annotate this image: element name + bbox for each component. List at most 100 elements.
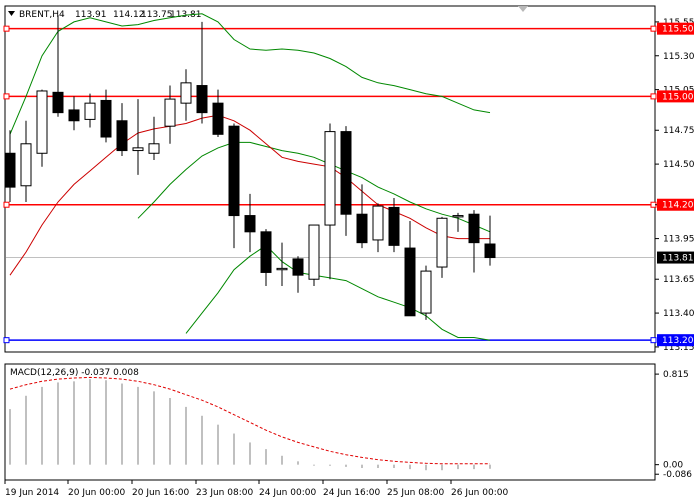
- price-tick-label: 115.30: [663, 52, 695, 62]
- candle: [52, 15, 64, 117]
- candle: [340, 126, 352, 236]
- bear-candle-body: [228, 125, 240, 217]
- level-handle: [3, 25, 10, 32]
- candle: [212, 89, 224, 138]
- candle: [20, 120, 32, 203]
- candle: [4, 130, 16, 203]
- macd-histogram-bar: [185, 406, 187, 465]
- price-tick-label: 113.15: [663, 343, 695, 353]
- bull-candle-body: [36, 90, 48, 154]
- level-handle: [650, 93, 657, 100]
- time-axis-label: 24 Jun 16:00: [323, 488, 380, 498]
- macd-histogram-bar: [105, 380, 107, 465]
- candle: [228, 123, 240, 249]
- time-axis-label: 19 Jun 2014: [5, 488, 59, 498]
- bull-candle-body: [420, 270, 432, 314]
- price-tick-label: 113.65: [663, 275, 695, 285]
- bull-candle-body: [308, 224, 320, 280]
- macd-histogram-bar: [89, 379, 91, 465]
- chart-shift-icon[interactable]: [518, 6, 528, 12]
- bull-candle-body: [436, 217, 448, 268]
- chart-menu-triangle-icon[interactable]: [8, 11, 15, 16]
- bull-candle-body: [20, 143, 32, 187]
- bull-candle-body: [84, 102, 96, 120]
- bull-candle-body: [372, 205, 384, 241]
- bear-candle-body: [212, 102, 224, 135]
- candle: [452, 212, 464, 232]
- macd-histogram-bar: [41, 386, 43, 465]
- price-tick-label: 113.40: [663, 309, 695, 319]
- level-handle: [3, 93, 10, 100]
- level-price-label: 114.20: [662, 201, 694, 211]
- bull-candle-body: [452, 215, 464, 218]
- candle: [100, 89, 112, 143]
- bull-candle-body: [276, 267, 288, 271]
- macd-histogram-bar: [25, 395, 27, 465]
- bear-candle-body: [356, 213, 368, 244]
- candle: [404, 220, 416, 317]
- moving-average-series: [9, 114, 490, 276]
- bollinger-middle-series: [137, 141, 491, 233]
- bear-candle-body: [404, 247, 416, 317]
- macd-histogram-bar: [137, 386, 139, 465]
- macd-histogram-bar: [361, 464, 363, 468]
- bear-candle-body: [196, 85, 208, 114]
- bull-candle-body: [324, 131, 336, 226]
- candle: [308, 224, 320, 286]
- candle: [180, 69, 192, 121]
- macd-histogram-bar: [169, 398, 171, 465]
- macd-histogram-bar: [9, 409, 11, 465]
- candle: [68, 96, 80, 131]
- bear-candle-body: [388, 206, 400, 246]
- bear-candle-body: [52, 91, 64, 114]
- candle: [356, 184, 368, 249]
- macd-histogram-bar: [473, 464, 475, 470]
- bollinger-upper-series: [9, 13, 491, 135]
- macd-histogram-bar: [409, 464, 411, 470]
- macd-histogram-bar: [121, 383, 123, 465]
- macd-histogram-bar: [57, 382, 59, 465]
- candle: [276, 242, 288, 286]
- bear-candle-body: [244, 215, 256, 233]
- candle: [132, 99, 144, 175]
- level-price-label: 115.50: [662, 25, 694, 35]
- macd-histogram-bar: [313, 464, 315, 466]
- bollinger-lower-series: [185, 244, 491, 341]
- candle: [388, 197, 400, 253]
- macd-tick-label: 0.00: [663, 461, 683, 471]
- price-tick-label: 114.75: [663, 126, 695, 136]
- candle: [116, 103, 128, 156]
- level-price-tag: [657, 90, 694, 103]
- macd-histogram-bar: [201, 415, 203, 465]
- macd-panel: [4, 363, 656, 481]
- time-axis-label: 23 Jun 08:00: [196, 488, 253, 498]
- macd-histogram-bar: [249, 442, 251, 465]
- candle: [324, 123, 336, 280]
- current-price-tag: [657, 251, 694, 264]
- bear-candle-body: [116, 120, 128, 152]
- time-axis-label: 20 Jun 16:00: [132, 488, 189, 498]
- candle: [484, 215, 496, 266]
- level-price-label: 115.00: [662, 92, 694, 102]
- candle: [260, 229, 272, 286]
- bear-candle-body: [100, 99, 112, 138]
- candle: [36, 89, 48, 167]
- current-price-label: 113.81: [662, 254, 694, 264]
- macd-histogram-bar: [457, 464, 459, 470]
- macd-tick-label: -0.086: [663, 470, 692, 480]
- macd-histogram-bar: [329, 464, 331, 466]
- level-handle: [650, 337, 657, 344]
- candle: [164, 85, 176, 144]
- macd-histogram-bar: [393, 464, 395, 468]
- macd-histogram-bar: [297, 461, 299, 465]
- macd-histogram-bar: [441, 464, 443, 471]
- bull-candle-body: [132, 147, 144, 152]
- candle: [196, 21, 208, 124]
- bear-candle-body: [292, 258, 304, 276]
- macd-histogram-bar: [345, 464, 347, 467]
- ohlc-open: 113.91: [75, 10, 107, 20]
- time-axis-label: 25 Jun 08:00: [387, 488, 444, 498]
- bear-candle-body: [4, 152, 16, 188]
- level-price-tag: [657, 334, 694, 347]
